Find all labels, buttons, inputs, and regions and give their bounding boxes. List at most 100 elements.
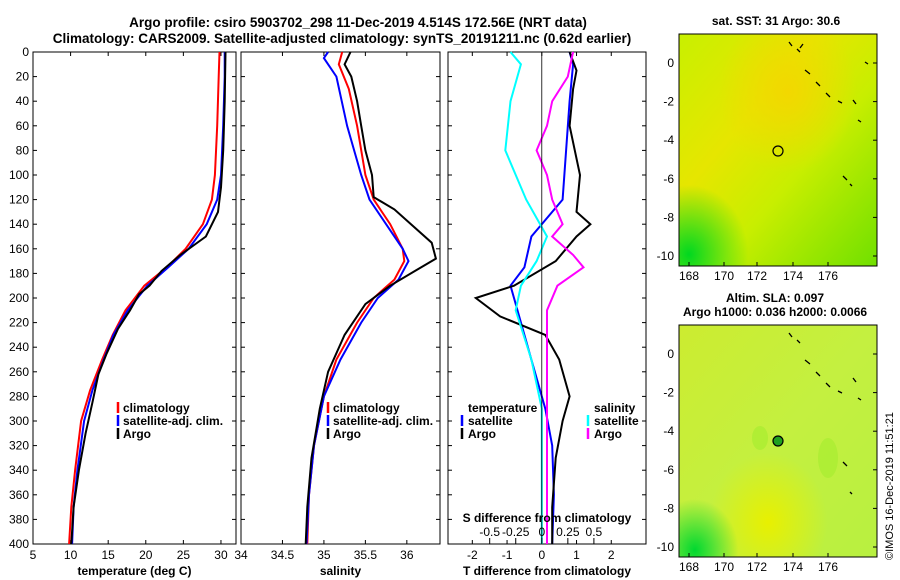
legend-label-satellite-adj-clim: satellite-adj. clim.	[123, 414, 223, 428]
sst-argo-location-marker	[772, 145, 784, 157]
temperature-xtick-label: 20	[139, 548, 153, 562]
difference-xtick-label: -2	[467, 548, 478, 562]
sst-cool-patch	[679, 34, 877, 266]
sla-map-xtick-label: 176	[818, 560, 838, 574]
difference-legend-right-label: satellite	[594, 414, 639, 428]
depth-tick-label: 300	[9, 414, 29, 428]
depth-tick-label: 60	[16, 119, 30, 133]
sst-map-xtick-label: 174	[783, 269, 803, 283]
depth-tick-label: 260	[9, 365, 29, 379]
sst-map-title: sat. SST: 31 Argo: 30.6	[712, 14, 841, 28]
legend-label-argo: Argo	[123, 427, 151, 441]
s-difference-axis-label: S difference from climatology	[463, 511, 632, 525]
sla-map-title-line-2: Argo h1000: 0.036 h2000: 0.0066	[683, 305, 867, 319]
difference-legend-left-label: satellite	[468, 414, 513, 428]
temperature-xtick-label: 25	[177, 548, 191, 562]
salinity-series-argo	[304, 51, 438, 545]
sst-map: 168 170 172 174 176 0 -2 -4 -6 -8 -10	[657, 33, 878, 283]
temperature-xtick-label: 30	[214, 548, 228, 562]
depth-tick-label: 120	[9, 193, 29, 207]
temperature-xtick-label: 10	[64, 548, 78, 562]
depth-tick-label: 360	[9, 488, 29, 502]
temperature-series-argo	[70, 51, 227, 545]
sst-map-xtick-label: 172	[747, 269, 767, 283]
temperature-xtick-label: 5	[30, 548, 37, 562]
sla-map-ytick-label: 0	[667, 347, 674, 361]
sst-map-frame	[678, 33, 878, 267]
sla-map-ytick-label: -4	[663, 424, 674, 438]
difference-panel: -2 -1 0 1 2 T difference from climatology	[447, 51, 647, 578]
s-difference-xtick-label: 0	[538, 525, 545, 539]
difference-xtick-label: 2	[608, 548, 615, 562]
sst-map-ytick-label: 0	[667, 56, 674, 70]
salinity-xtick-label: 35	[317, 548, 331, 562]
sla-map-ytick-label: -8	[663, 501, 674, 515]
depth-tick-label: 40	[16, 94, 30, 108]
legend-label-climatology: climatology	[333, 401, 400, 415]
sst-map-xtick-label: 170	[714, 269, 734, 283]
sst-map-ytick-label: -4	[663, 133, 674, 147]
temperature-series-climatology	[68, 51, 221, 545]
depth-tick-label: 340	[9, 463, 29, 477]
sla-map-ytick-label: -2	[663, 386, 674, 400]
depth-tick-label: 240	[9, 340, 29, 354]
difference-legend-left-label: Argo	[468, 427, 496, 441]
sst-islands	[788, 41, 869, 187]
depth-tick-label: 160	[9, 242, 29, 256]
temperature-xtick-label: 15	[102, 548, 116, 562]
salinity-xtick-label: 35.5	[354, 548, 378, 562]
depth-tick-label: 20	[16, 70, 30, 84]
sla-map-xtick-label: 168	[679, 560, 699, 574]
sla-map-ytick-label: -6	[663, 463, 674, 477]
difference-legend-temperature-title: temperature	[468, 401, 538, 415]
sla-argo-location-marker	[772, 435, 784, 447]
sla-map-xtick-label: 174	[783, 560, 803, 574]
sla-map: 168 170 172 174 176 0 -2 -4 -6 -8 -10	[657, 324, 878, 574]
temperature-panel: 0 20 40 60 80 100 120 140 160 180 200 220 240 260 280 3…	[9, 45, 237, 578]
s-difference-xtick-label: 0.25	[556, 525, 580, 539]
depth-tick-label: 0	[22, 45, 29, 59]
salinity-xlabel: salinity	[320, 564, 362, 578]
sla-eddy-1	[818, 438, 838, 478]
depth-tick-label: 380	[9, 512, 29, 526]
sla-map-xtick-label: 170	[714, 560, 734, 574]
difference-series-s-argo	[535, 51, 585, 544]
difference-legend-salinity-title: salinity	[594, 401, 636, 415]
difference-xtick-label: 0	[538, 548, 545, 562]
difference-series-t-satellite	[509, 51, 575, 545]
depth-tick-label: 100	[9, 168, 29, 182]
s-difference-xtick-label: -0.5	[479, 525, 500, 539]
depth-tick-label: 80	[16, 143, 30, 157]
credit-text: ©IMOS 16-Dec-2019 11:51:21	[884, 412, 896, 560]
depth-tick-label: 200	[9, 291, 29, 305]
sst-map-xtick-label: 168	[679, 269, 699, 283]
legend-label-satellite-adj-clim: satellite-adj. clim.	[333, 414, 433, 428]
difference-series-t-argo	[473, 51, 592, 544]
depth-tick-label: 220	[9, 316, 29, 330]
sst-map-ytick-label: -8	[663, 210, 674, 224]
salinity-xtick-label: 34	[234, 548, 248, 562]
legend-label-argo: Argo	[333, 427, 361, 441]
salinity-series-satellite-adj-clim	[305, 51, 410, 545]
depth-tick-label: 140	[9, 217, 29, 231]
sst-map-ytick-label: -10	[657, 249, 675, 263]
s-difference-xtick-label: -0.25	[502, 525, 530, 539]
depth-tick-label: 180	[9, 266, 29, 280]
title-line-2: Climatology: CARS2009. Satellite-adjuste…	[53, 31, 631, 46]
temperature-xlabel: temperature (deg C)	[77, 564, 191, 578]
salinity-xtick-label: 36	[400, 548, 414, 562]
sst-map-xtick-label: 176	[818, 269, 838, 283]
legend-label-climatology: climatology	[123, 401, 190, 415]
title-line-1: Argo profile: csiro 5903702_298 11-Dec-2…	[129, 15, 587, 30]
sla-map-frame	[678, 324, 878, 558]
difference-xtick-label: 1	[573, 548, 580, 562]
sst-map-ytick-label: -6	[663, 172, 674, 186]
salinity-xtick-label: 34.5	[271, 548, 295, 562]
sla-map-xtick-label: 172	[747, 560, 767, 574]
sla-map-title-line-1: Altim. SLA: 0.097	[726, 291, 824, 305]
difference-xtick-label: -1	[502, 548, 513, 562]
salinity-panel: 34 34.5 35 35.5 36 salinity	[234, 51, 441, 578]
sla-map-ytick-label: -10	[657, 540, 675, 554]
depth-tick-label: 280	[9, 389, 29, 403]
